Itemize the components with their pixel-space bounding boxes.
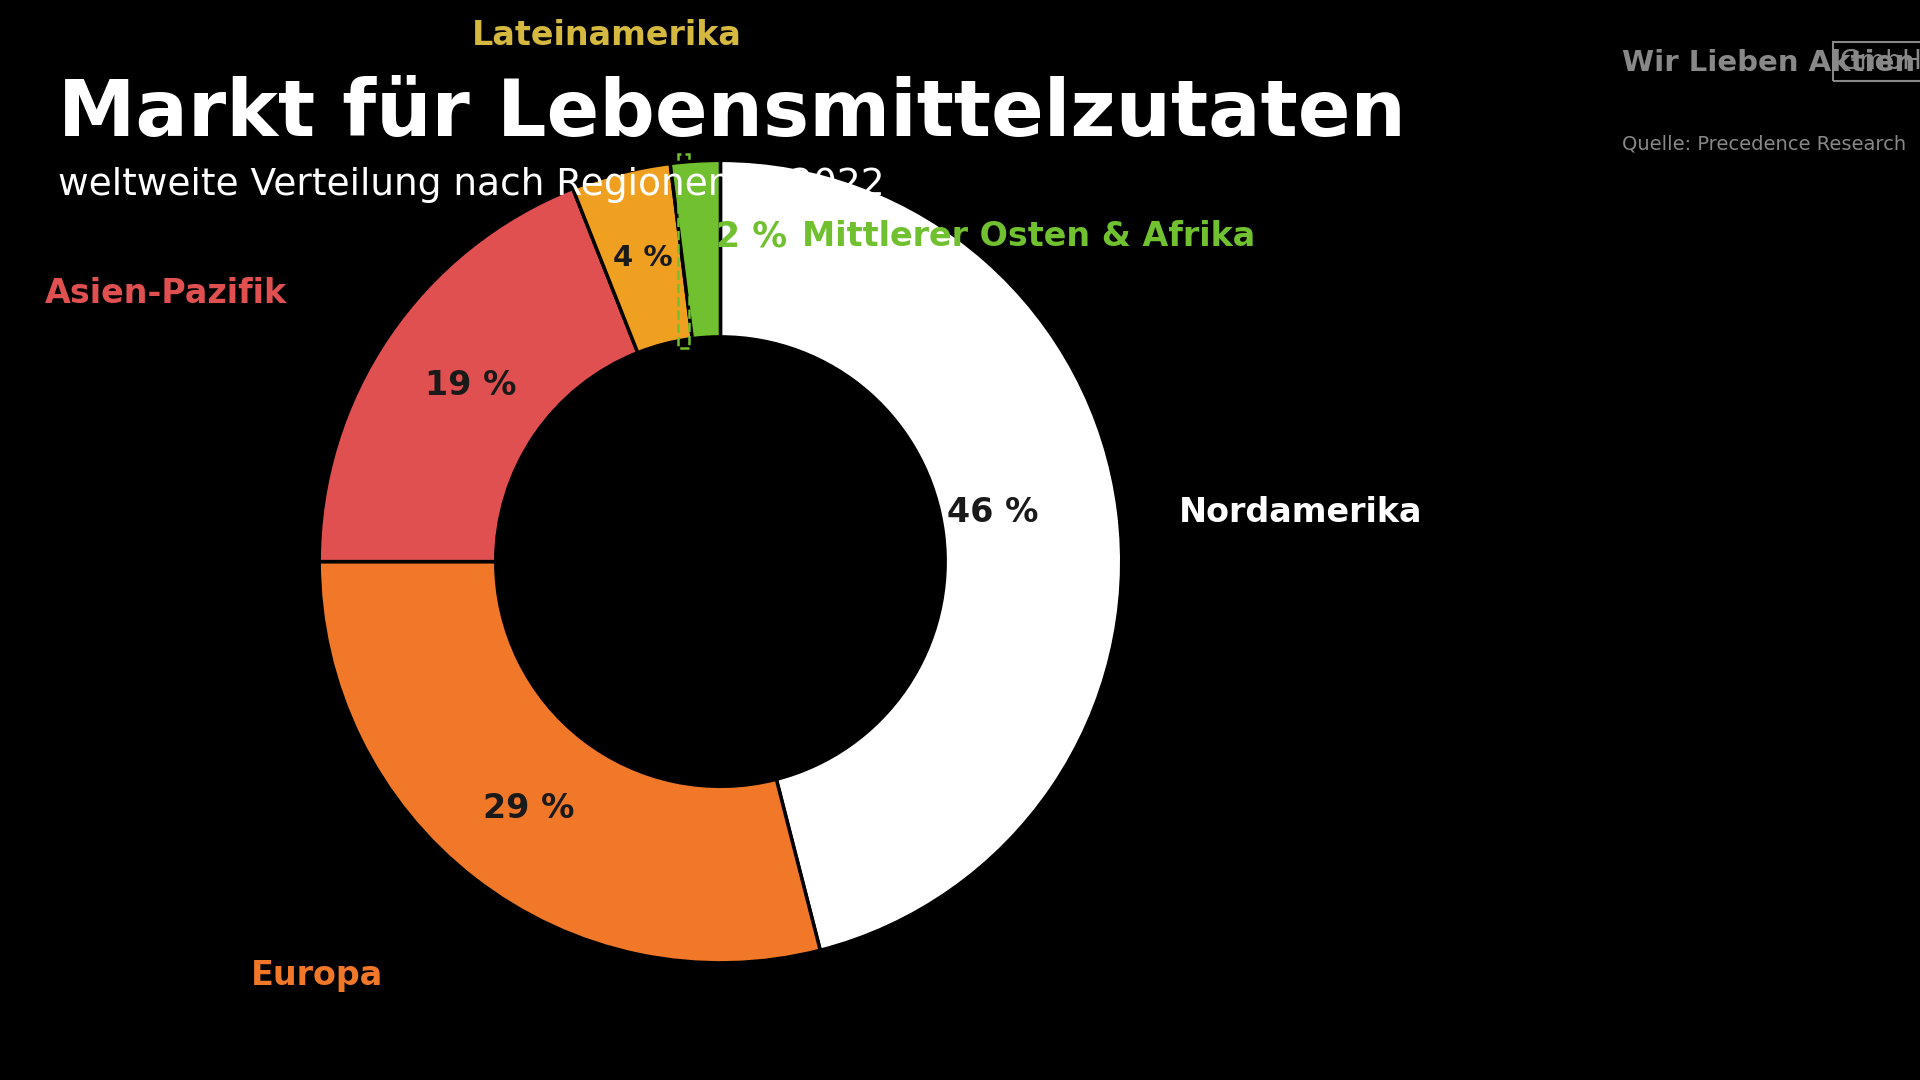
Text: Markt für Lebensmittelzutaten: Markt für Lebensmittelzutaten xyxy=(58,76,1405,151)
Wedge shape xyxy=(572,163,693,353)
Text: 19 %: 19 % xyxy=(426,369,516,402)
Text: weltweite Verteilung nach Regionen in 2022: weltweite Verteilung nach Regionen in 20… xyxy=(58,167,885,203)
Text: 4 %: 4 % xyxy=(612,244,672,272)
Text: Mittlerer Osten & Afrika: Mittlerer Osten & Afrika xyxy=(803,220,1256,253)
Text: 29 %: 29 % xyxy=(484,793,574,825)
Text: GmbH: GmbH xyxy=(1839,49,1920,75)
Text: Quelle: Precedence Research: Quelle: Precedence Research xyxy=(1622,135,1907,154)
Text: 2 %: 2 % xyxy=(716,219,787,254)
Wedge shape xyxy=(319,189,637,562)
Bar xyxy=(678,154,689,348)
Wedge shape xyxy=(319,562,820,963)
Text: 46 %: 46 % xyxy=(947,497,1039,529)
Text: Europa: Europa xyxy=(252,959,384,991)
Wedge shape xyxy=(720,160,1121,950)
Text: Lateinamerika: Lateinamerika xyxy=(472,18,741,52)
Wedge shape xyxy=(670,160,720,339)
Text: Wir Lieben Aktien: Wir Lieben Aktien xyxy=(1622,49,1920,77)
Text: Asien-Pazifik: Asien-Pazifik xyxy=(44,276,288,310)
Text: Nordamerika: Nordamerika xyxy=(1179,497,1423,529)
